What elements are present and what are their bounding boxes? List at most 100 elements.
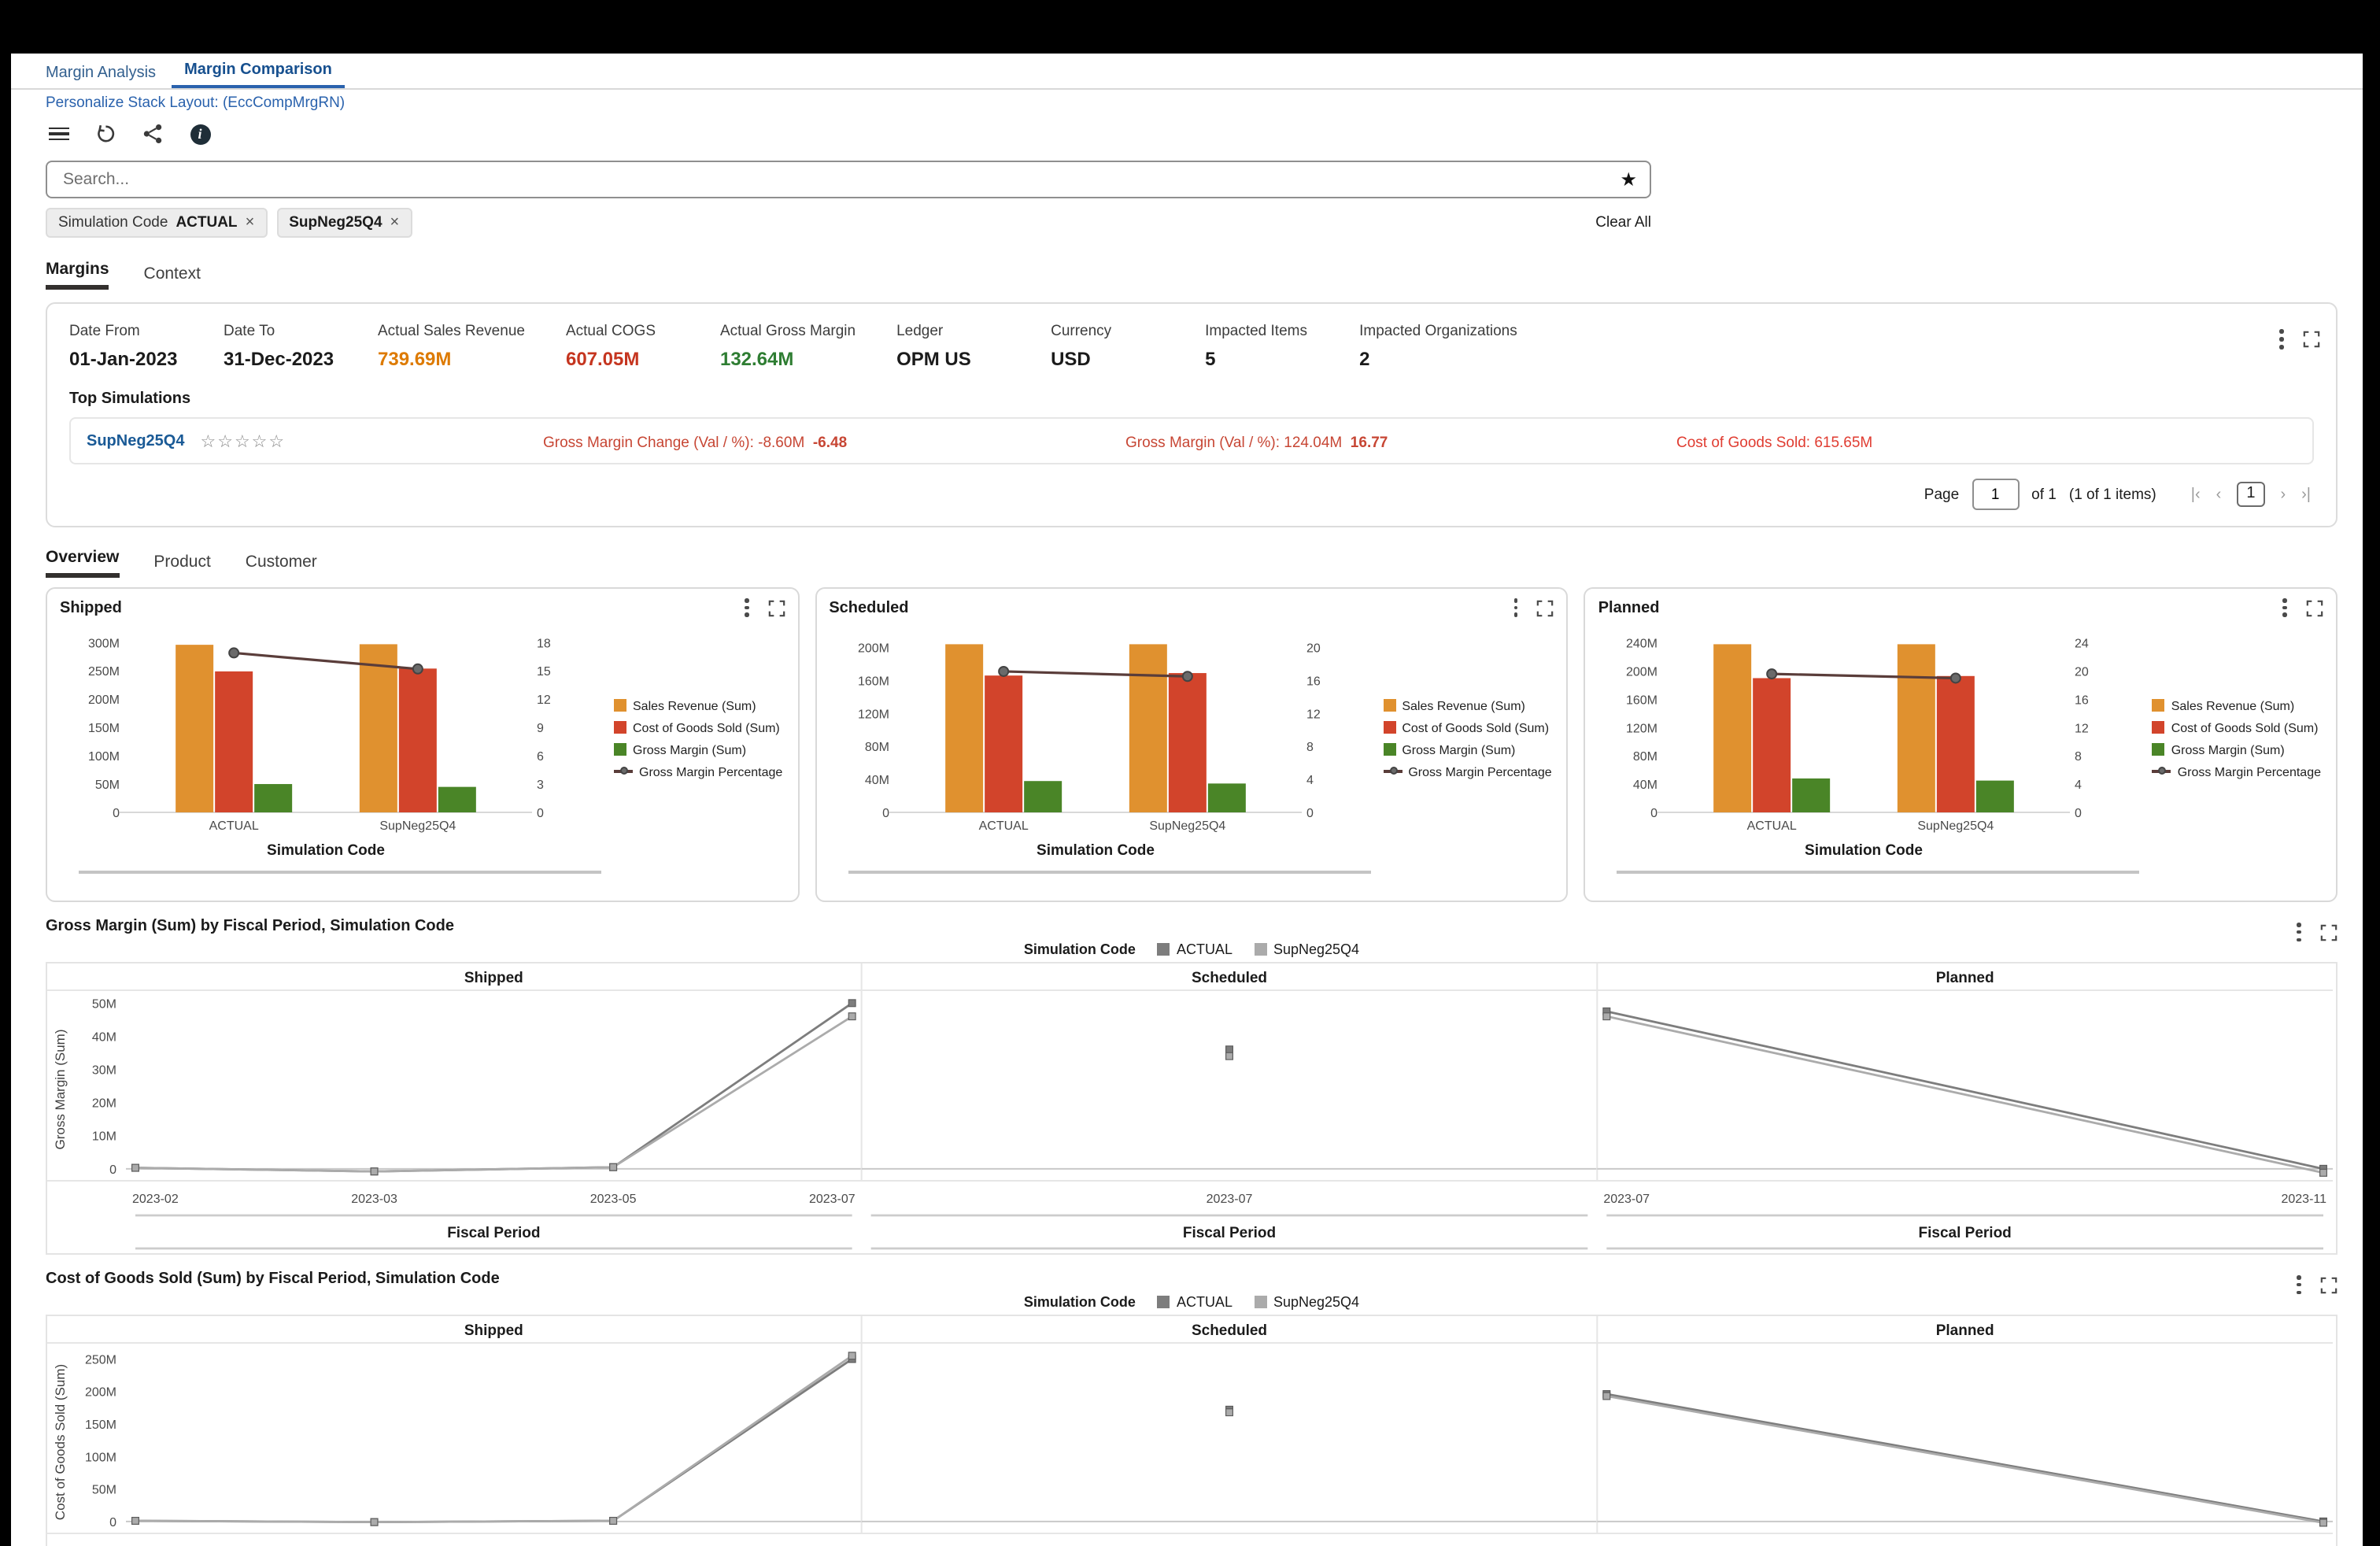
svg-text:Fiscal Period: Fiscal Period	[1183, 1225, 1276, 1241]
svg-text:240M: 240M	[1627, 638, 1658, 651]
gross-margin-trellis-chart[interactable]: Gross Margin (Sum) 0 10M 20M 30M 40M 50M Shippe…	[46, 962, 2338, 1255]
search-input[interactable]	[60, 168, 1621, 190]
svg-text:2023-07: 2023-07	[809, 1193, 856, 1206]
chart-card-header: Shipped	[60, 595, 785, 620]
clear-all-button[interactable]: Clear All	[1595, 214, 1651, 231]
kebab-menu-icon[interactable]	[2280, 595, 2290, 621]
svg-text:Cost of Goods Sold (Sum): Cost of Goods Sold (Sum)	[53, 1364, 68, 1520]
bar-chart[interactable]: 0 40M 80M 120M 160M 200M 0 4 8 12 16 20 ACTUAL SupNeg…	[829, 620, 1383, 897]
expand-icon[interactable]	[2303, 331, 2320, 348]
svg-text:Planned: Planned	[1936, 970, 1994, 986]
kebab-menu-icon[interactable]	[741, 595, 752, 621]
legend-item[interactable]: ACTUAL	[1157, 1294, 1232, 1310]
legend-item[interactable]: ACTUAL	[1157, 941, 1232, 957]
favorite-star-icon[interactable]: ★	[1620, 168, 1637, 190]
expand-icon[interactable]	[2320, 923, 2338, 941]
svg-text:0: 0	[881, 807, 889, 820]
first-page-button[interactable]: |‹	[2190, 486, 2201, 503]
legend-item[interactable]: Sales Revenue (Sum)	[1383, 698, 1554, 712]
legend-line-swatch	[2152, 767, 2171, 775]
legend-item[interactable]: Cost of Goods Sold (Sum)	[1383, 720, 1554, 734]
tab-overview[interactable]: Overview	[46, 548, 120, 578]
legend-label: Cost of Goods Sold (Sum)	[2171, 720, 2319, 734]
legend-item[interactable]: Cost of Goods Sold (Sum)	[2152, 720, 2323, 734]
simulation-link[interactable]: SupNeg25Q4	[87, 432, 185, 449]
filter-chip-supneg25q4[interactable]: SupNeg25Q4 ×	[276, 208, 412, 238]
chart-body: 0 40M 80M 120M 160M 200M 0 4 8 12 16 20 ACTUAL SupNeg…	[829, 620, 1554, 897]
kpi-label: Impacted Organizations	[1359, 323, 1517, 340]
svg-text:150M: 150M	[88, 722, 120, 735]
last-page-button[interactable]: ›|	[2301, 486, 2311, 503]
svg-text:20: 20	[2075, 666, 2090, 679]
next-page-button[interactable]: ›	[2280, 486, 2286, 503]
previous-page-button[interactable]: ‹	[2216, 486, 2222, 503]
svg-text:150M: 150M	[85, 1418, 116, 1432]
personalize-link[interactable]: Personalize Stack Layout: (EccCompMrgRN)	[46, 94, 346, 112]
legend-item[interactable]: Cost of Goods Sold (Sum)	[614, 720, 785, 734]
simulation-row: SupNeg25Q4 ☆☆☆☆☆ Gross Margin Change (Va…	[69, 417, 2314, 464]
current-page-button[interactable]: 1	[2237, 482, 2265, 507]
share-icon[interactable]	[140, 121, 165, 146]
tab-customer[interactable]: Customer	[245, 553, 317, 571]
tab-context[interactable]: Context	[143, 264, 201, 283]
svg-text:ACTUAL: ACTUAL	[1747, 819, 1797, 833]
legend-label: Gross Margin Percentage	[1408, 764, 1552, 779]
expand-icon[interactable]	[767, 599, 785, 616]
kpi-actual-cogs: Actual COGS 607.05M	[566, 323, 679, 370]
chip-remove-icon[interactable]: ×	[245, 214, 255, 231]
legend-item[interactable]: SupNeg25Q4	[1254, 1294, 1359, 1310]
page-tabs: Margin Analysis Margin Comparison	[11, 54, 2363, 90]
top-simulations-title: Top Simulations	[69, 390, 191, 408]
expand-icon[interactable]	[2320, 1276, 2338, 1293]
metric-slot: Gross Margin (Val / %): 124.04M 16.77	[1125, 427, 1676, 455]
legend-item[interactable]: Sales Revenue (Sum)	[2152, 698, 2323, 712]
rating-stars[interactable]: ☆☆☆☆☆	[200, 432, 286, 451]
svg-text:16: 16	[2075, 693, 2090, 707]
legend-item[interactable]: Gross Margin Percentage	[1383, 764, 1554, 779]
undo-icon[interactable]	[93, 121, 118, 146]
section-title: Cost of Goods Sold (Sum) by Fiscal Perio…	[46, 1270, 500, 1287]
legend-item[interactable]: Gross Margin (Sum)	[1383, 742, 1554, 756]
kebab-menu-icon[interactable]	[2277, 327, 2287, 353]
legend-item[interactable]: Gross Margin (Sum)	[614, 742, 785, 756]
trellis-chart-svg: Gross Margin (Sum) 0 10M 20M 30M 40M 50M Shippe…	[47, 963, 2333, 1250]
tab-margin-analysis[interactable]: Margin Analysis	[46, 65, 157, 82]
legend-label: Sales Revenue (Sum)	[2171, 698, 2295, 712]
legend-item[interactable]: Gross Margin Percentage	[2152, 764, 2323, 779]
tab-product[interactable]: Product	[153, 553, 211, 571]
chip-remove-icon[interactable]: ×	[390, 214, 400, 231]
kpi-label: Date To	[224, 323, 275, 340]
tab-margin-comparison[interactable]: Margin Comparison	[172, 57, 345, 88]
expand-icon[interactable]	[2306, 599, 2323, 616]
kpi-label: Currency	[1051, 323, 1112, 340]
info-icon[interactable]	[187, 121, 213, 146]
kpi-label: Actual COGS	[565, 323, 656, 340]
hamburger-icon	[48, 124, 68, 143]
legend-item[interactable]: Gross Margin (Sum)	[2152, 742, 2323, 756]
tab-margins[interactable]: Margins	[46, 260, 109, 290]
svg-text:20: 20	[1306, 642, 1320, 656]
filter-chip-actual[interactable]: Simulation Code ACTUAL ×	[46, 208, 268, 238]
svg-text:SupNeg25Q4: SupNeg25Q4	[1918, 819, 1994, 833]
legend-item[interactable]: Sales Revenue (Sum)	[614, 698, 785, 712]
chart-legend: Sales Revenue (Sum) Cost of Goods Sold (S…	[2152, 698, 2323, 779]
legend-item[interactable]: Gross Margin Percentage	[614, 764, 785, 779]
legend-swatch	[1157, 1296, 1170, 1308]
bar-chart[interactable]: 0 50M 100M 150M 200M 250M 300M 0 3 6 9 12 15 18 ACTUAL…	[60, 620, 614, 897]
legend-label: Gross Margin Percentage	[2177, 764, 2321, 779]
svg-text:4: 4	[2075, 779, 2082, 792]
legend-item[interactable]: SupNeg25Q4	[1254, 941, 1359, 957]
page-input[interactable]	[1972, 479, 2020, 510]
legend-swatch	[2152, 721, 2165, 734]
legend-label: Cost of Goods Sold (Sum)	[633, 720, 780, 734]
legend-swatch	[1383, 699, 1396, 712]
cogs-trellis-chart[interactable]: Cost of Goods Sold (Sum) 0 50M 100M 150M 200M…	[46, 1315, 2338, 1546]
kebab-menu-icon[interactable]	[1511, 595, 1521, 621]
gross-margin-section-header: Gross Margin (Sum) by Fiscal Period, Sim…	[46, 915, 2338, 942]
personalize-row: Personalize Stack Layout: (EccCompMrgRN)	[46, 94, 2363, 112]
expand-icon[interactable]	[1537, 599, 1554, 616]
kebab-menu-icon[interactable]	[2294, 1272, 2304, 1298]
menu-icon[interactable]	[46, 121, 71, 146]
bar-chart[interactable]: 0 40M 80M 120M 160M 200M 240M 0 4 8 12 16 20 24 ACTUAL…	[1598, 620, 2153, 897]
kebab-menu-icon[interactable]	[2294, 919, 2304, 945]
